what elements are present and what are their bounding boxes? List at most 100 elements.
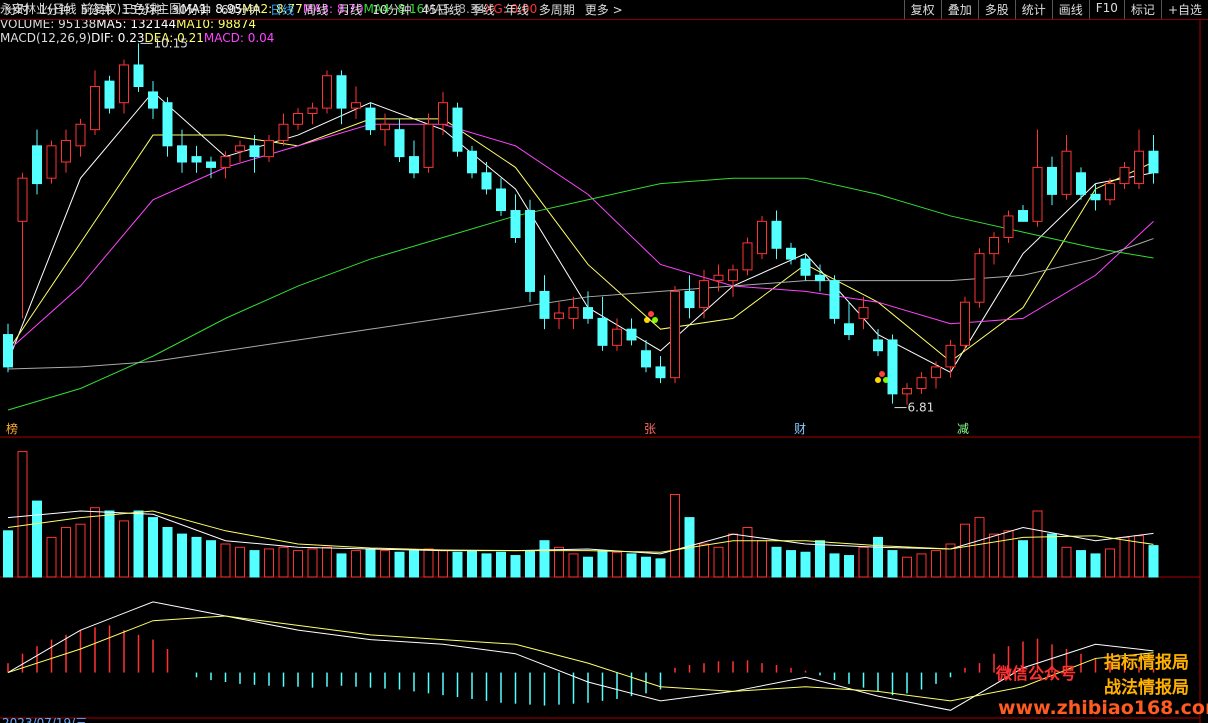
ma-line: [7, 118, 1154, 363]
volume-bar: [3, 530, 13, 578]
candle-body: [191, 156, 202, 163]
candle-body: [554, 312, 564, 319]
candle-body: [496, 188, 506, 212]
legend-item: DIF: 0.23: [91, 31, 145, 45]
button[interactable]: +自选: [1160, 0, 1208, 19]
candle-body: [438, 102, 448, 125]
watermark: www.zhibiao168.com: [998, 697, 1208, 719]
volume-bar: [307, 548, 318, 578]
candle-body: [844, 323, 854, 336]
toolbar: 分时 1分钟 5分钟 15分钟 30分钟 60分钟 日线 周线 月线 10分钟 45日线 季线 年线 多周…: [0, 0, 1208, 20]
volume-bar: [1105, 548, 1115, 578]
tab[interactable]: 周线: [304, 3, 329, 17]
candle-body: [467, 150, 477, 174]
legend-item: MACD(12,26,9): [0, 31, 92, 45]
volume-bar: [32, 500, 42, 578]
tab[interactable]: 1分钟: [39, 3, 71, 17]
candle-body: [757, 220, 767, 255]
legend-item: MA1: 8.95: [181, 2, 242, 16]
candle-body: [61, 139, 71, 163]
candle-body: [1105, 183, 1115, 201]
candle-body: [278, 123, 289, 141]
candle-body: [1134, 150, 1144, 185]
volume-bar: [61, 527, 71, 578]
volume-bar: [902, 556, 912, 578]
tab[interactable]: 日线: [270, 3, 295, 17]
candle-body: [1003, 215, 1014, 239]
watermark: 战法情报局: [1104, 678, 1189, 698]
volume-bar: [1003, 530, 1014, 578]
candle-body: [423, 123, 434, 168]
volume-bar: [336, 553, 347, 578]
candle-body: [249, 145, 260, 158]
tab[interactable]: 5分钟: [80, 3, 113, 17]
button[interactable]: 叠加: [940, 0, 978, 19]
volume-bar: [699, 543, 709, 578]
button[interactable]: 画线: [1051, 0, 1089, 19]
button[interactable]: 复权: [903, 0, 941, 19]
volume-bar: [1076, 550, 1086, 578]
button[interactable]: F10: [1088, 0, 1124, 19]
candle-body: [641, 350, 651, 368]
button[interactable]: 多股: [977, 0, 1015, 19]
candle-body: [148, 91, 158, 109]
candle-body: [728, 269, 738, 282]
volume-bar: [539, 540, 550, 578]
volume-bar: [438, 550, 448, 578]
volume-bar: [177, 533, 187, 578]
volume-bar: [481, 553, 492, 578]
candle-body: [206, 161, 216, 168]
tab[interactable]: 10分钟: [372, 3, 412, 17]
volume-bar: [17, 451, 28, 578]
candle-body: [989, 237, 999, 255]
volume-bar: [931, 550, 941, 578]
candle-body: [931, 366, 941, 379]
candle-body: [525, 210, 535, 292]
volume-bar: [510, 555, 521, 578]
volume-bar: [757, 540, 767, 578]
ma-line: [7, 601, 1154, 711]
candle-body: [177, 145, 187, 163]
button[interactable]: 标记: [1123, 0, 1161, 19]
candle-body: [510, 210, 521, 239]
tab[interactable]: 60分钟: [220, 3, 261, 17]
legend-item: MA4: 8.16: [363, 2, 425, 16]
volume-bar: [1119, 536, 1130, 578]
candle-body: [655, 366, 666, 379]
watermark: 微信公众号: [996, 664, 1077, 683]
volume-bar: [351, 550, 361, 578]
volume-bar: [525, 550, 535, 578]
tab[interactable]: 30分钟: [171, 3, 211, 17]
watermark: 指标情报局: [1104, 653, 1189, 673]
volume-bar: [75, 523, 86, 578]
volume-bar: [46, 536, 57, 578]
tab[interactable]: 月线: [338, 3, 363, 17]
volume-bar: [670, 494, 680, 578]
candle-body: [771, 220, 782, 249]
candle-body: [17, 177, 28, 222]
candle-body: [75, 123, 86, 147]
tab[interactable]: 年线: [504, 3, 529, 17]
tab[interactable]: 分时: [5, 3, 30, 17]
volume-bar: [264, 548, 274, 578]
candle-body: [365, 107, 376, 131]
candle-body: [104, 80, 115, 109]
candle-body: [829, 280, 840, 319]
panel-header: 永安林业(日线 前复权)三色球主图MA1: 8.95MA2: 8.77MA3: …: [0, 0, 1208, 17]
tab[interactable]: 季线: [470, 3, 495, 17]
button[interactable]: 统计: [1014, 0, 1052, 19]
volume-bar: [786, 550, 796, 578]
price-annotation: 10.15: [154, 36, 188, 50]
signal-marker: 财: [794, 422, 806, 436]
candle-body: [46, 145, 57, 179]
tab[interactable]: 15分钟: [122, 3, 162, 17]
volume-bar: [394, 551, 405, 578]
tab[interactable]: 多周期: [538, 3, 575, 17]
candle-body: [699, 280, 709, 309]
legend-item: 三色球主图: [121, 2, 182, 16]
legend-item: MA3: 8.70: [302, 2, 364, 16]
tab[interactable]: 更多 >: [584, 3, 623, 17]
volume-bar: [293, 550, 303, 578]
tab[interactable]: 45日线: [421, 3, 461, 17]
